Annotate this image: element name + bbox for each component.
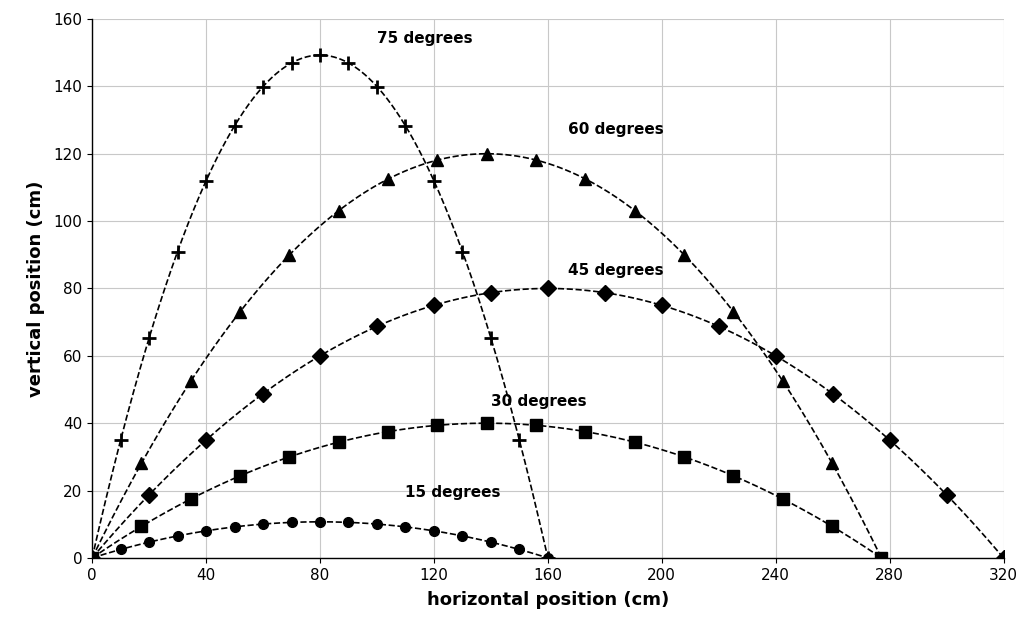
Text: 75 degrees: 75 degrees: [377, 30, 473, 46]
Text: 15 degrees: 15 degrees: [406, 485, 501, 500]
Y-axis label: vertical position (cm): vertical position (cm): [27, 180, 45, 397]
Text: 30 degrees: 30 degrees: [490, 394, 587, 410]
Text: 60 degrees: 60 degrees: [567, 122, 664, 136]
X-axis label: horizontal position (cm): horizontal position (cm): [427, 591, 669, 609]
Text: 45 degrees: 45 degrees: [567, 263, 664, 278]
